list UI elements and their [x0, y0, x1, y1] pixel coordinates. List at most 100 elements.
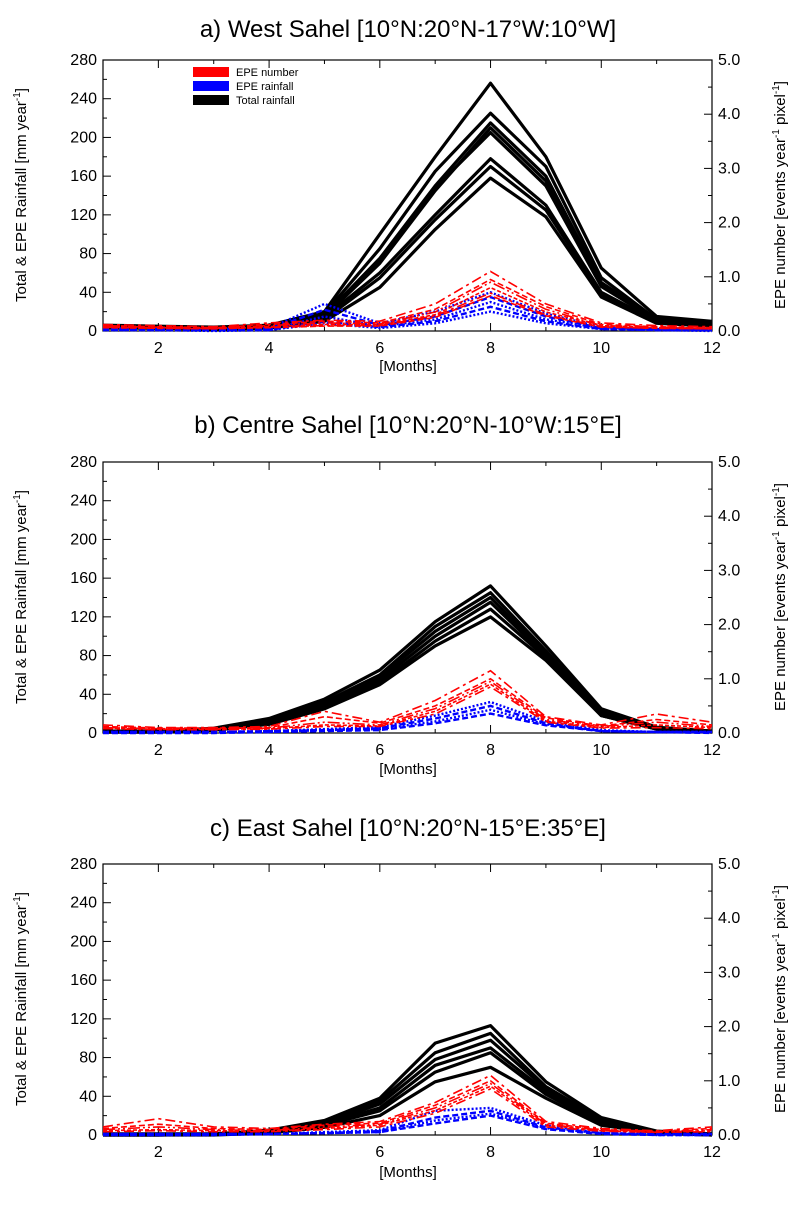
legend-total-rainfall: Total rainfall [236, 95, 295, 107]
panel-a-y-tick-label-left: 40 [79, 284, 97, 301]
panel-b-y-tick-label-right: 0.0 [718, 725, 740, 742]
panel-b-x-tick-label: 6 [375, 742, 384, 759]
panel-c-x-tick-label: 12 [703, 1144, 721, 1161]
panel-a-y-tick-label-right: 3.0 [718, 160, 740, 177]
panel-a-x-tick-label: 2 [154, 340, 163, 357]
panel-c-y-tick-label-right: 4.0 [718, 910, 740, 927]
panel-b-epe-number-line-3 [102, 680, 713, 730]
panel-b-y-tick-label-right: 2.0 [718, 617, 740, 634]
panel-b-x-tick-label: 4 [265, 742, 274, 759]
panel-c-y-tick-label-right: 0.0 [718, 1127, 740, 1144]
legend-epe-rainfall-swatch [193, 81, 229, 91]
panel-c-y-label-left: Total & EPE Rainfall [mm year-1] [12, 892, 30, 1106]
panel-a-x-tick-label: 10 [592, 340, 610, 357]
panel-b-x-label: [Months] [379, 761, 437, 778]
panel-a-epe-number-line-6 [102, 294, 713, 330]
panel-c-y-tick-label-right: 3.0 [718, 964, 740, 981]
panel-a-y-tick-label-left: 160 [70, 168, 97, 185]
panel-c-epe-number-line-2 [102, 1079, 713, 1133]
panel-b-y-tick-label-left: 80 [79, 648, 97, 665]
panel-b-x-tick-label: 10 [592, 742, 610, 759]
panel-b-title: b) Centre Sahel [10°N:20°N-10°W:15°E] [194, 412, 622, 439]
panel-c: c) East Sahel [10°N:20°N-15°E:35°E] 2 4 6 8… [12, 815, 789, 1181]
panel-b-y-tick-label-right: 5.0 [718, 454, 740, 471]
legend-epe-number: EPE number [236, 67, 299, 79]
panel-a-y-tick-label-left: 0 [88, 323, 97, 340]
panel-a-epe-rainfall-line-5 [103, 310, 713, 333]
panel-c-y-tick-label-left: 200 [70, 933, 97, 950]
legend-epe-rainfall: EPE rainfall [236, 81, 293, 93]
panel-a-total-rainfall-line-5 [102, 131, 713, 330]
panel-b-y-tick-label-left: 0 [88, 725, 97, 742]
panel-a-y-tick-label-left: 200 [70, 129, 97, 146]
panel-a: a) West Sahel [10°N:20°N-17°W:10°W] 2 4 6 8… [12, 16, 789, 375]
panel-a-y-label-left: Total & EPE Rainfall [mm year-1] [12, 88, 30, 302]
panel-c-x-tick-label: 4 [265, 1144, 274, 1161]
panel-b-epe-rainfall-line-4 [103, 712, 713, 735]
panel-a-legend: EPE number EPE rainfall Total rainfall [193, 67, 299, 107]
panel-b-y-label-left: Total & EPE Rainfall [mm year-1] [12, 490, 30, 704]
panel-b-series [102, 584, 713, 735]
panel-b-plot-frame [102, 461, 713, 734]
panel-a-y-tick-label-right: 2.0 [718, 215, 740, 232]
panel-c-y-tick-label-left: 280 [70, 856, 97, 873]
panel-c-x-tick-label: 8 [486, 1144, 495, 1161]
panel-a-x-tick-label: 12 [703, 340, 721, 357]
panel-c-x-tick-label: 6 [375, 1144, 384, 1161]
panel-a-title: a) West Sahel [10°N:20°N-17°W:10°W] [200, 16, 616, 43]
panel-a-y-tick-label-right: 1.0 [718, 269, 740, 286]
panel-b-y-tick-label-left: 40 [79, 686, 97, 703]
panel-b-epe-number-line-1 [102, 669, 713, 729]
panel-a-epe-number-line-1 [102, 270, 713, 328]
panel-c-epe-rainfall-line-4 [103, 1114, 712, 1137]
panel-b-x-tick-label: 8 [486, 742, 495, 759]
panel-c-y-tick-label-left: 40 [79, 1088, 97, 1105]
panel-a-x-tick-label: 6 [375, 340, 384, 357]
panel-a-x-tick-label: 8 [486, 340, 495, 357]
panel-b-y-tick-label-left: 160 [70, 570, 97, 587]
panel-b-y-tick-label-left: 240 [70, 493, 97, 510]
legend-total-rainfall-swatch [193, 95, 229, 105]
panel-a-y-tick-label-right: 4.0 [718, 106, 740, 123]
panel-b-total-rainfall-line-6 [103, 615, 713, 734]
panel-b-y-tick-label-right: 1.0 [718, 671, 740, 688]
panel-c-y-tick-label-left: 80 [79, 1050, 97, 1067]
panel-a-series [102, 81, 713, 333]
panel-b-y-tick-label-left: 120 [70, 609, 97, 626]
panel-a-y-tick-label-left: 280 [70, 52, 97, 69]
panel-c-y-tick-label-right: 1.0 [718, 1073, 740, 1090]
panel-c-y-tick-label-right: 2.0 [718, 1019, 740, 1036]
panel-b-y-tick-label-right: 3.0 [718, 562, 740, 579]
panel-c-x-label: [Months] [379, 1164, 437, 1181]
panel-b-x-tick-label: 2 [154, 742, 163, 759]
panel-a-y-tick-label-left: 120 [70, 207, 97, 224]
panel-a-y-tick-label-left: 240 [70, 91, 97, 108]
panel-a-y-tick-label-left: 80 [79, 246, 97, 263]
panel-c-epe-number-line-3 [102, 1082, 713, 1133]
panel-b-x-tick-label: 12 [703, 742, 721, 759]
panel-c-epe-number-line-5 [102, 1087, 713, 1134]
panel-b-y-tick-label-left: 280 [70, 454, 97, 471]
panel-a-y-label-right: EPE number [events year-1 pixel-1] [771, 81, 789, 309]
legend-epe-number-swatch [193, 67, 229, 77]
panel-c-series [102, 1023, 713, 1137]
panel-b-y-tick-label-left: 200 [70, 531, 97, 548]
panel-c-y-tick-label-left: 0 [88, 1127, 97, 1144]
panel-c-x-tick-label: 10 [592, 1144, 610, 1161]
panel-c-y-tick-label-left: 240 [70, 895, 97, 912]
panel-c-y-tick-label-left: 120 [70, 1011, 97, 1028]
panel-c-plot-frame [102, 863, 713, 1136]
panel-a-x-label: [Months] [379, 358, 437, 375]
panel-c-x-tick-label: 2 [154, 1144, 163, 1161]
panel-a-y-tick-label-right: 5.0 [718, 52, 740, 69]
panel-c-title: c) East Sahel [10°N:20°N-15°E:35°E] [210, 815, 606, 842]
panel-c-y-tick-label-left: 160 [70, 972, 97, 989]
panel-a-epe-number-line-3 [102, 281, 713, 330]
panel-b-y-tick-label-right: 4.0 [718, 508, 740, 525]
panel-b-epe-number-line-5 [102, 685, 713, 731]
panel-a-x-tick-label: 4 [265, 340, 274, 357]
panel-c-y-label-right: EPE number [events year-1 pixel-1] [771, 885, 789, 1113]
panel-a-total-rainfall-line-8 [103, 176, 713, 331]
